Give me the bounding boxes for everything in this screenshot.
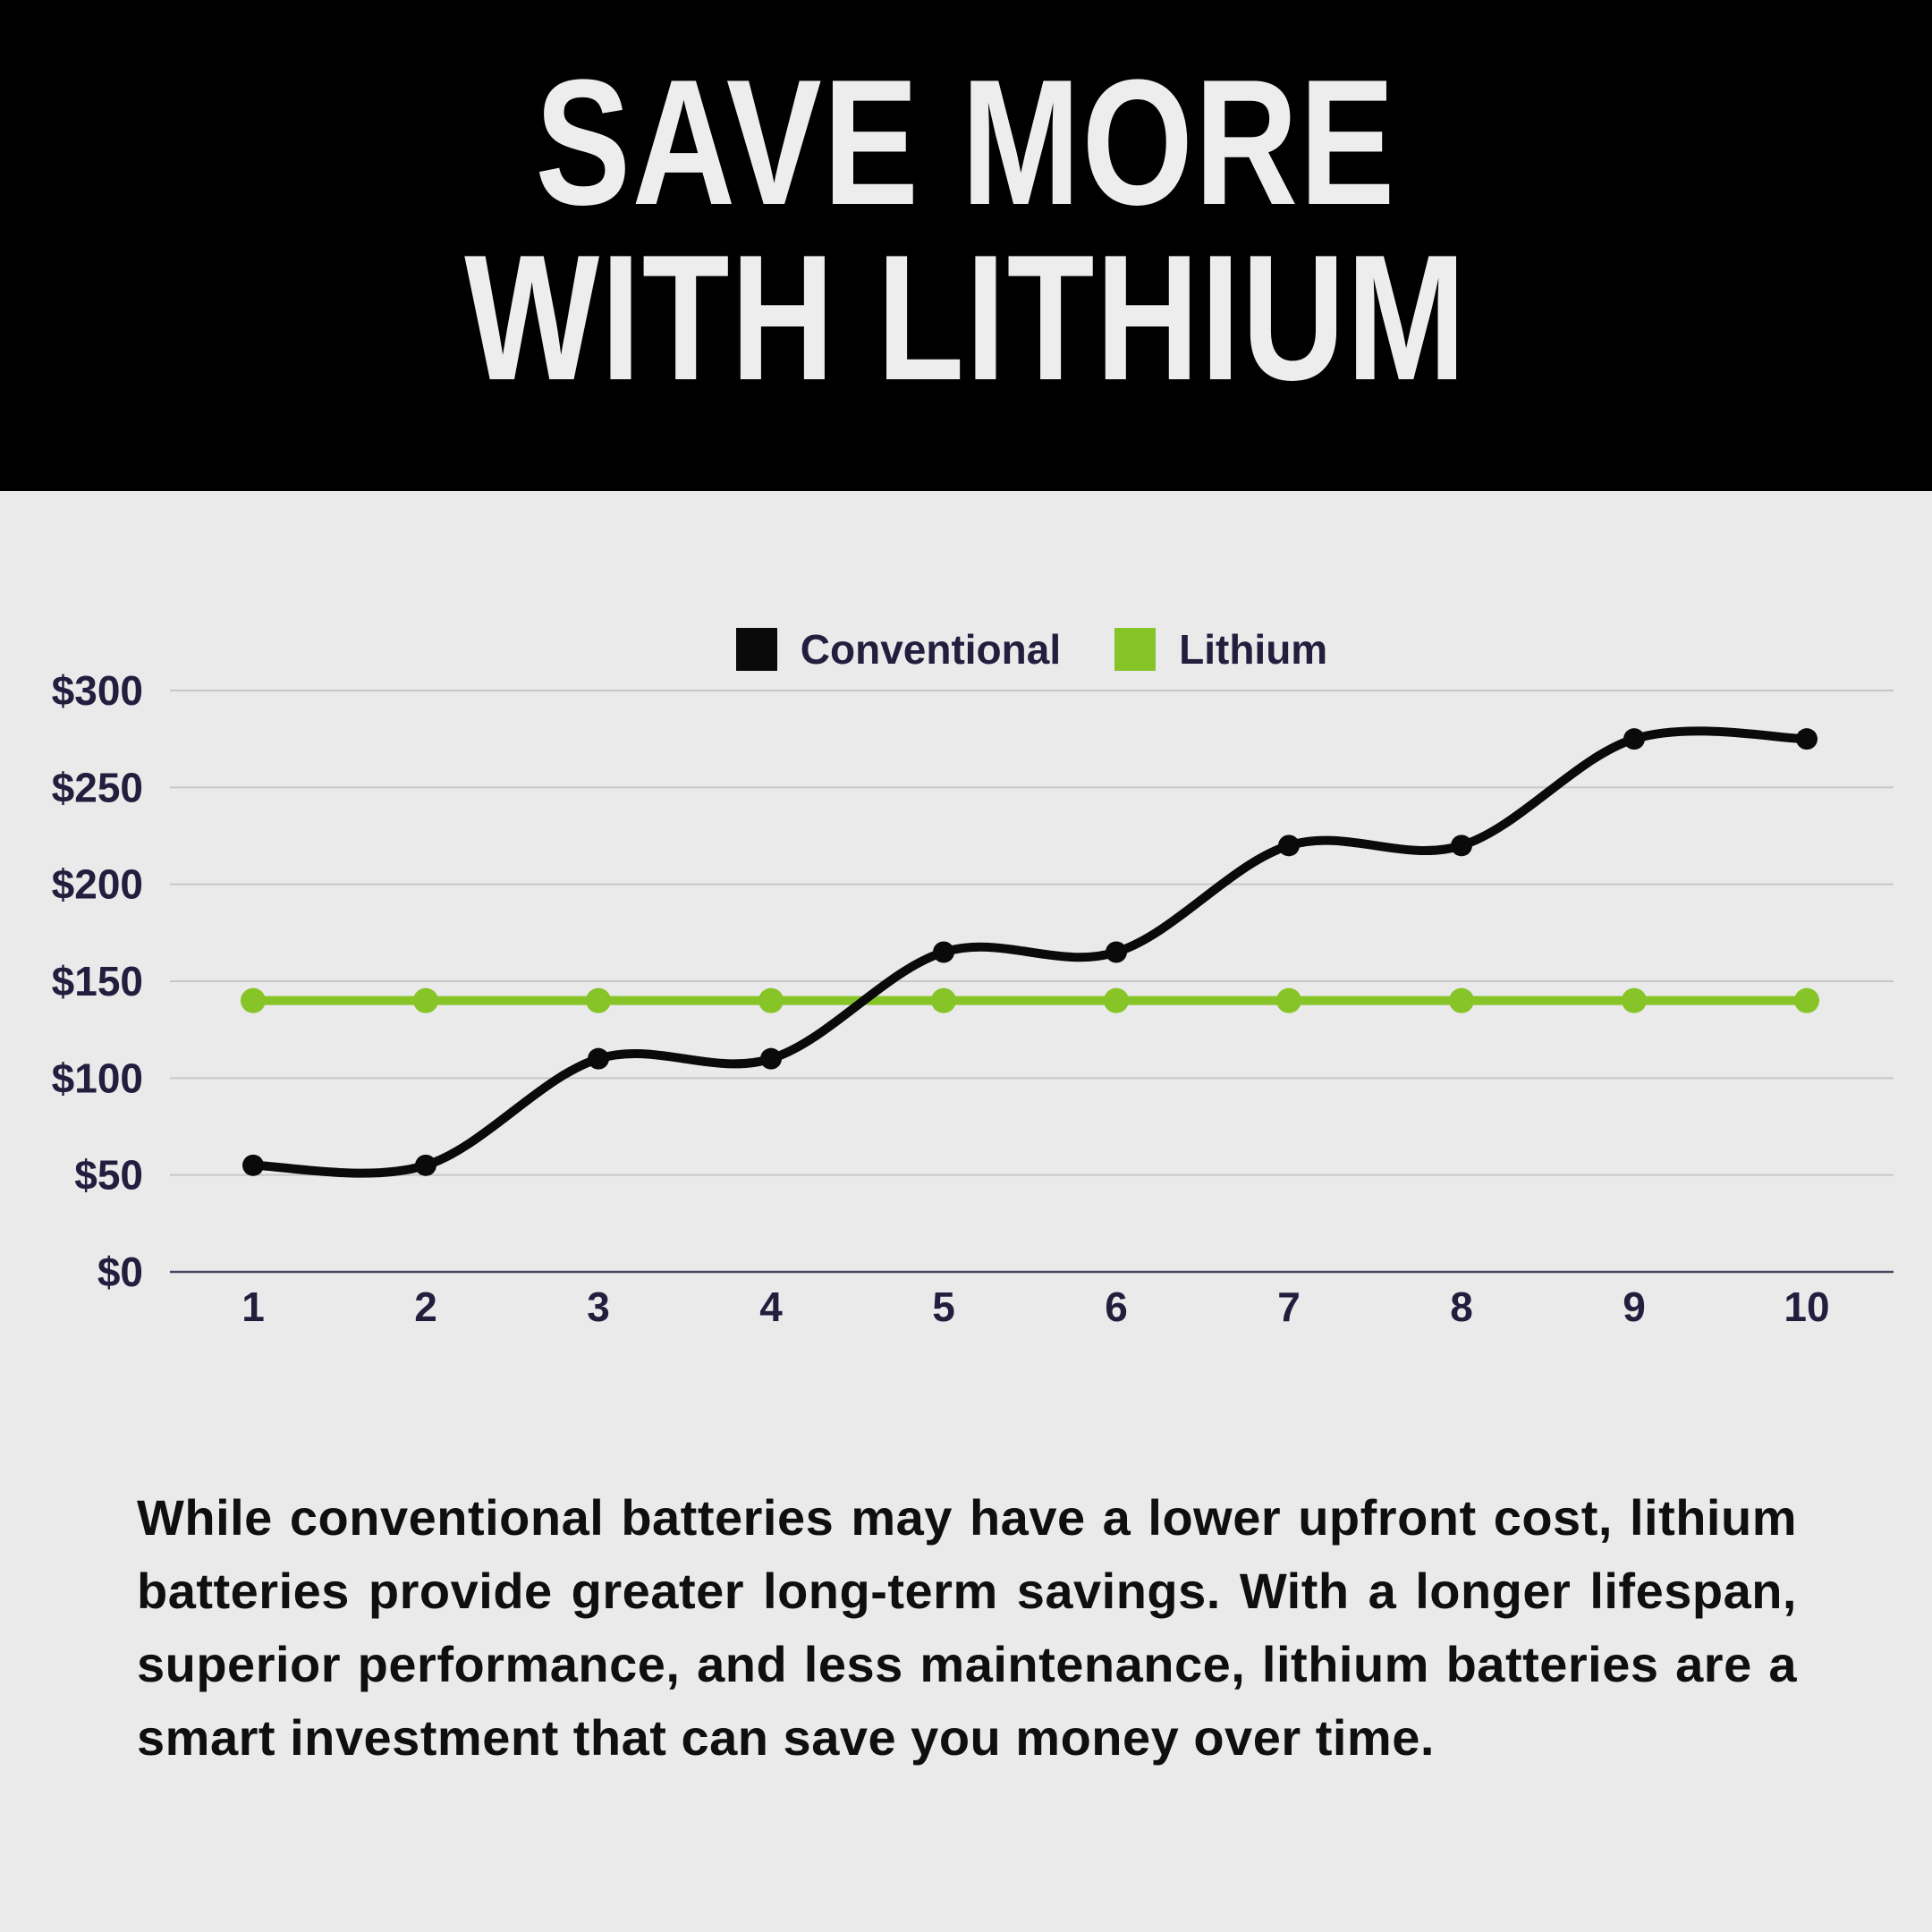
conventional-data-point <box>588 1047 609 1070</box>
x-tick-label: 1 <box>242 1284 265 1330</box>
conventional-data-point <box>933 941 954 963</box>
x-tick-label: 9 <box>1623 1284 1646 1330</box>
conventional-data-point <box>415 1154 436 1176</box>
y-tick-label: $50 <box>74 1152 143 1199</box>
x-tick-label: 7 <box>1277 1284 1301 1330</box>
lithium-data-point <box>931 987 956 1013</box>
legend-item-conventional: Conventional <box>735 626 1062 673</box>
x-tick-label: 4 <box>759 1284 783 1330</box>
conventional-data-point <box>1106 941 1127 963</box>
x-tick-label: 2 <box>414 1284 437 1330</box>
y-tick-labels: $0 $50 $100 $150 $200 $250 $300 <box>52 667 143 1295</box>
conventional-series <box>242 726 1818 1178</box>
legend-label-lithium: Lithium <box>1179 626 1328 673</box>
y-tick-label: $200 <box>52 861 143 908</box>
x-tick-label: 5 <box>932 1284 955 1330</box>
conventional-data-point <box>1796 728 1818 750</box>
page-title-line-1: SAVE MORE <box>535 43 1397 242</box>
y-tick-label: $0 <box>97 1249 143 1295</box>
legend-swatch-conventional <box>735 628 777 671</box>
y-tick-label: $100 <box>52 1055 143 1101</box>
x-tick-label: 6 <box>1105 1284 1128 1330</box>
lithium-data-point <box>413 987 438 1013</box>
x-tick-label: 3 <box>587 1284 610 1330</box>
lithium-data-point <box>1622 987 1647 1013</box>
lithium-data-point <box>1449 987 1474 1013</box>
lithium-data-point <box>1794 987 1819 1013</box>
lithium-data-point <box>1276 987 1301 1013</box>
x-tick-label: 8 <box>1450 1284 1473 1330</box>
lithium-data-point <box>1104 987 1129 1013</box>
lithium-data-point <box>758 987 784 1013</box>
conventional-data-point <box>242 1154 264 1176</box>
conventional-line <box>249 726 1811 1178</box>
conventional-data-point <box>1278 835 1300 857</box>
y-tick-label: $250 <box>52 764 143 810</box>
x-tick-label: 10 <box>1784 1284 1829 1330</box>
lithium-data-point <box>586 987 611 1013</box>
description-paragraph: While conventional batteries may have a … <box>137 1489 1797 1766</box>
chart-legend: Conventional Lithium <box>170 626 1894 673</box>
legend-item-lithium: Lithium <box>1114 628 1327 671</box>
conventional-data-point <box>1451 835 1472 857</box>
y-tick-label: $300 <box>52 667 143 714</box>
conventional-data-point <box>760 1047 782 1070</box>
page-title-line-2: WITH LITHIUM <box>464 218 1468 418</box>
lithium-series <box>241 987 1819 1013</box>
lithium-data-point <box>241 987 266 1013</box>
y-gridlines <box>170 690 1894 1274</box>
header-banner: SAVE MORE WITH LITHIUM <box>0 0 1932 491</box>
y-tick-label: $150 <box>52 958 143 1004</box>
x-tick-labels: 1 2 3 4 5 6 7 8 9 10 <box>242 1284 1829 1330</box>
legend-swatch-lithium <box>1114 628 1157 671</box>
legend-label-conventional: Conventional <box>800 626 1062 673</box>
conventional-data-point <box>1623 728 1645 750</box>
